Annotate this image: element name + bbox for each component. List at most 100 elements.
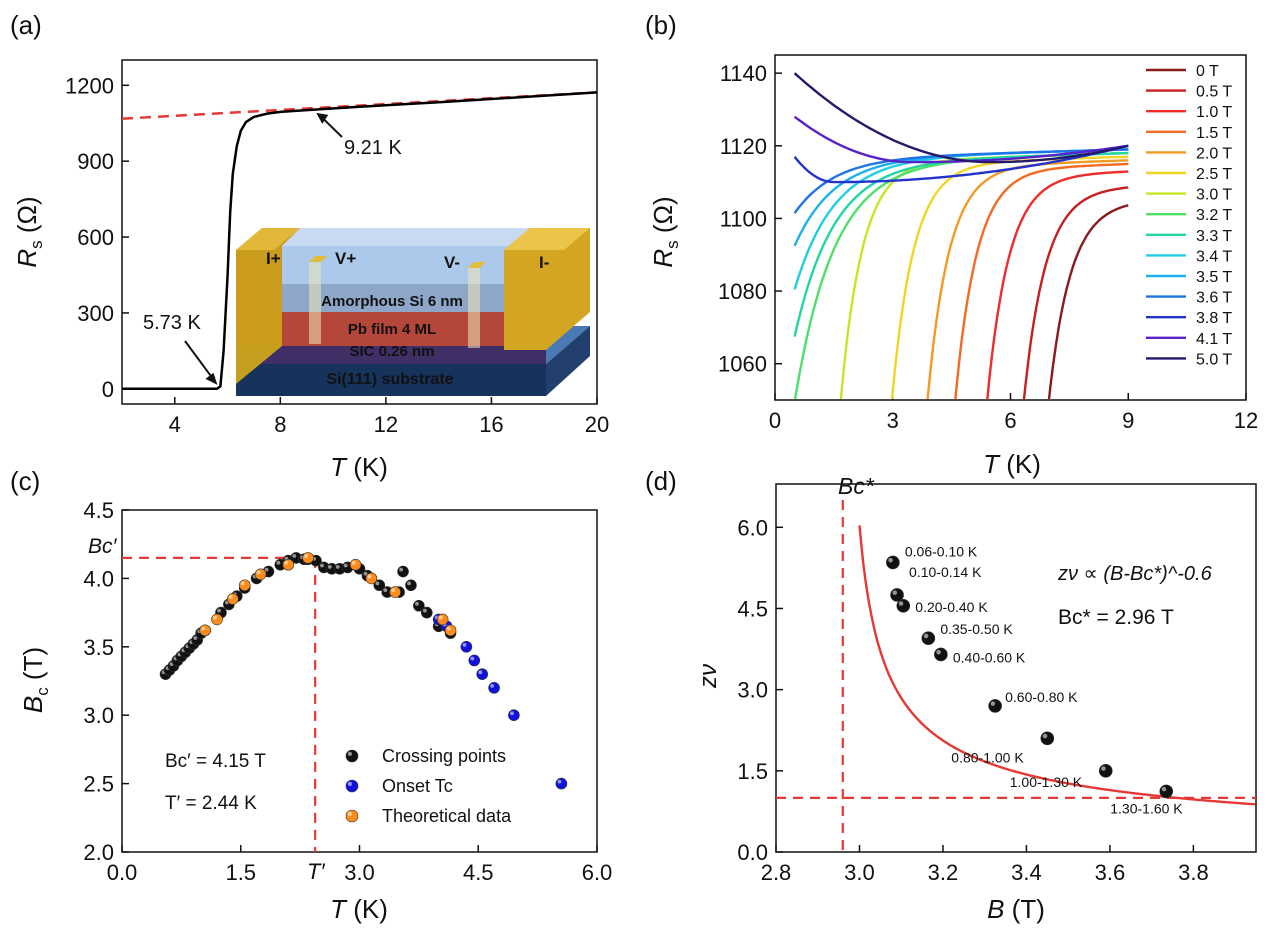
panel-c-point-highlight — [193, 636, 198, 640]
panel-b-legend: 0 T 0.5 T 1.0 T 1.5 T 2.0 T 2.5 T 3.0 T 3.2 T 3.… — [1140, 60, 1244, 372]
panel-c-point-highlight — [201, 626, 206, 631]
panel-c-point-highlight — [383, 588, 388, 593]
panel-c-point-highlight — [276, 560, 281, 565]
x-tick-label: 6 — [1004, 408, 1016, 433]
panel-c-bc-value: Bc′ = 4.15 T — [165, 751, 266, 772]
inset-right-contact — [504, 228, 590, 350]
panel-c-point-highlight — [478, 670, 483, 675]
panel-b-series-line — [793, 144, 1129, 184]
panel-d-point-highlight — [990, 701, 996, 706]
panel-c-point — [508, 709, 520, 722]
panel-a-inset: I+ V+ V- I- Amorphous Si 6 nm Pb film 4 ML SIC… — [236, 228, 590, 396]
inset-label-v-plus: V+ — [335, 249, 356, 268]
y-tick-label: 4.5 — [83, 498, 114, 523]
panel-c-point-highlight — [446, 626, 451, 631]
panel-c-legend-label: Crossing points — [382, 746, 506, 766]
panel-a: 4 8 12 16 20 0 300 600 900 1200 (a) T (K) Rs (Ω) 9.21… — [10, 10, 609, 482]
inset-v-minus-pad — [468, 262, 486, 268]
x-tick-label: 3.6 — [1095, 860, 1126, 885]
panel-b-series-line — [986, 170, 1129, 399]
panel-c-point — [254, 568, 267, 581]
panel-c-point-highlight — [399, 567, 404, 572]
x-tick-label: 6.0 — [582, 860, 613, 885]
panel-d-point — [934, 647, 948, 662]
panel-c-legend-marker — [345, 779, 359, 793]
panel-c-point-highlight — [462, 642, 467, 647]
panel-c-point-highlight — [217, 608, 221, 613]
panel-a-arrowhead-1 — [316, 112, 329, 124]
y-tick-label: 1120 — [720, 134, 767, 159]
panel-d-point-highlight — [1161, 786, 1167, 792]
panel-c-point-highlight — [343, 563, 348, 568]
panel-c-point-highlight — [320, 563, 324, 568]
panel-c-point-highlight — [228, 595, 233, 599]
y-tick-label: 1080 — [718, 279, 767, 304]
inset-substrate-front — [236, 364, 546, 396]
panel-a-arrow-2 — [184, 340, 216, 382]
y-tick-label: 0 — [102, 377, 114, 402]
inset-substrate-side — [546, 326, 590, 396]
panel-b: 0 3 6 9 12 1060 1080 1100 1120 1140 (b) T (K) Rs (Ω)… — [645, 10, 1258, 479]
panel-c-point — [488, 682, 500, 694]
panel-c-point-highlight — [407, 581, 411, 586]
panel-d-point-highlight — [936, 649, 941, 655]
y-tick-label: 900 — [77, 149, 114, 174]
panel-c-xlabel: T (K) — [330, 894, 388, 924]
panel-d-point — [1159, 784, 1174, 799]
panel-c-label: (c) — [10, 466, 40, 496]
panel-b-legend-label: 1.0 T — [1196, 104, 1232, 121]
panel-c-point — [405, 579, 417, 592]
panel-a-annotation-1: 9.21 K — [344, 137, 402, 159]
panel-b-series-line — [793, 148, 1129, 247]
x-tick-label: 3.8 — [1178, 860, 1209, 885]
panel-b-series-line — [1022, 186, 1129, 399]
x-tick-label: 3.2 — [928, 860, 959, 885]
x-tick-label: 4 — [169, 412, 181, 437]
panel-c-bc-axis-label: Bc′ — [88, 535, 118, 558]
panel-c-point-highlight — [213, 615, 217, 620]
x-tick-label: 16 — [479, 412, 503, 437]
panel-d-fit-curve — [858, 525, 1255, 806]
panel-d-point — [886, 555, 900, 570]
x-tick-label: 2.8 — [761, 860, 792, 885]
panel-d-bc-axis-label: Bc* — [838, 473, 875, 499]
panel-c-legend-marker-highlight — [347, 751, 352, 757]
panel-c-point — [349, 558, 362, 571]
panel-b-series-line — [839, 151, 1129, 399]
panel-b-curves — [793, 72, 1129, 399]
panel-c-t-value: T′ = 2.44 K — [165, 793, 257, 814]
y-tick-label: 300 — [77, 301, 114, 326]
panel-a-xlabel: T (K) — [330, 452, 388, 482]
panel-d-point-label: 0.10-0.14 K — [909, 564, 982, 580]
inset-sic-layer — [236, 346, 546, 364]
x-tick-label: 12 — [1234, 408, 1258, 433]
y-tick-label: 1.5 — [737, 759, 768, 784]
panel-c-point — [302, 552, 314, 564]
x-tick-label: 8 — [274, 412, 286, 437]
y-tick-label: 6.0 — [737, 515, 768, 540]
panel-c-legend-marker — [345, 749, 359, 763]
panel-d-point-label: 0.35-0.50 K — [940, 621, 1013, 637]
y-tick-label: 3.5 — [83, 635, 114, 660]
panel-b-series-line — [793, 72, 1129, 164]
inset-left-contact-top — [236, 228, 300, 250]
panel-b-xlabel: T (K) — [983, 449, 1041, 479]
panel-d-point-label: 1.00-1.30 K — [1010, 774, 1083, 790]
panel-b-legend-label: 5.0 T — [1196, 351, 1232, 368]
inset-v-plus-probe — [309, 262, 321, 344]
panel-c-legend-label: Onset Tc — [382, 776, 453, 796]
panel-c-point-highlight — [363, 571, 368, 576]
panel-c-point-highlight — [415, 601, 419, 606]
panel-c-point-highlight — [490, 683, 495, 688]
panel-c-legend-marker-highlight — [347, 811, 352, 817]
y-tick-label: 1140 — [720, 61, 767, 86]
panel-c-legend-marker-highlight — [347, 781, 352, 787]
inset-layer-label-substrate: Si(111) substrate — [326, 371, 453, 388]
panel-d-point — [988, 699, 1002, 713]
x-tick-label: 3.0 — [344, 860, 375, 885]
panel-c-point — [211, 613, 223, 626]
panel-b-legend-label: 2.0 T — [1196, 145, 1232, 162]
panel-d-point-label: 0.20-0.40 K — [915, 599, 988, 615]
y-tick-label: 4.5 — [737, 596, 768, 621]
